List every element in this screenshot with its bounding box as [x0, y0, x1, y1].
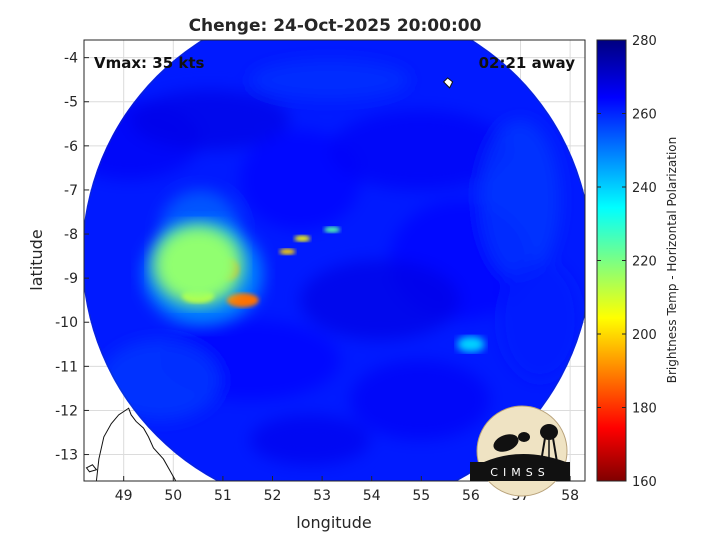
- colorbar-tick-label: 220: [632, 255, 657, 270]
- x-tick-label: 50: [164, 488, 182, 504]
- time-offset-annotation: 02:21 away: [479, 54, 576, 72]
- x-tick-label: 52: [264, 488, 282, 504]
- storm-feature: [279, 248, 296, 255]
- island-outline: [85, 464, 98, 473]
- logo-text: CIMSS: [490, 466, 549, 479]
- colorbar-tick-label: 200: [632, 328, 657, 343]
- x-tick-label: 58: [561, 488, 579, 504]
- madagascar-coastline: [95, 407, 177, 481]
- chart-title: Chenge: 24-Oct-2025 20:00:00: [189, 16, 482, 36]
- y-axis-ticks: -4 -5 -6 -7 -8 -9 -10 -11 -12 -13: [55, 51, 89, 464]
- colorbar-tick-label: 180: [632, 402, 657, 417]
- x-axis-ticks: 49505152535455565758: [115, 476, 579, 504]
- storm-feature: [324, 226, 341, 233]
- colorbar-label: Brightness Temp - Horizontal Polarizatio…: [665, 137, 679, 384]
- y-tick-label: -4: [64, 51, 78, 67]
- colorbar-tick-label: 160: [632, 475, 657, 490]
- storm-feature: [226, 293, 259, 308]
- cimss-logo: CIMSS: [470, 405, 570, 497]
- y-tick-label: -13: [55, 448, 78, 464]
- y-axis-label: latitude: [27, 229, 46, 290]
- y-tick-label: -6: [64, 139, 78, 155]
- colorbar-tick-label: 280: [632, 34, 657, 49]
- vmax-annotation: Vmax: 35 kts: [94, 54, 204, 72]
- colorbar-tick-label: 260: [632, 108, 657, 123]
- coastline: [85, 77, 454, 481]
- storm-feature: [294, 235, 311, 242]
- x-tick-label: 49: [115, 488, 133, 504]
- x-tick-label: 53: [313, 488, 331, 504]
- colorbar-ticks: 160 180 200 220 240 260 280: [597, 34, 657, 490]
- x-tick-label: 54: [363, 488, 381, 504]
- x-axis-label: longitude: [296, 513, 371, 532]
- x-tick-label: 55: [412, 488, 430, 504]
- storm-feature: [153, 224, 244, 305]
- storm-features: [143, 221, 485, 353]
- y-tick-label: -10: [55, 315, 78, 331]
- colorbar: 160 180 200 220 240 260 280 Brightness Temp - …: [596, 34, 679, 490]
- y-tick-label: -5: [64, 95, 78, 111]
- y-tick-label: -12: [55, 403, 78, 419]
- y-tick-label: -7: [64, 183, 78, 199]
- colorbar-gradient: [596, 39, 627, 482]
- plot-frame: [83, 39, 586, 482]
- y-tick-label: -8: [64, 227, 78, 243]
- y-tick-label: -11: [55, 359, 78, 375]
- x-tick-label: 51: [214, 488, 232, 504]
- water-tower-icon: [540, 424, 558, 463]
- y-tick-label: -9: [64, 271, 78, 287]
- swath-texture: [84, 60, 580, 465]
- colorbar-tick-label: 240: [632, 181, 657, 196]
- seychelles-island-outline: [442, 77, 454, 89]
- storm-feature: [456, 336, 485, 353]
- x-tick-label: 56: [462, 488, 480, 504]
